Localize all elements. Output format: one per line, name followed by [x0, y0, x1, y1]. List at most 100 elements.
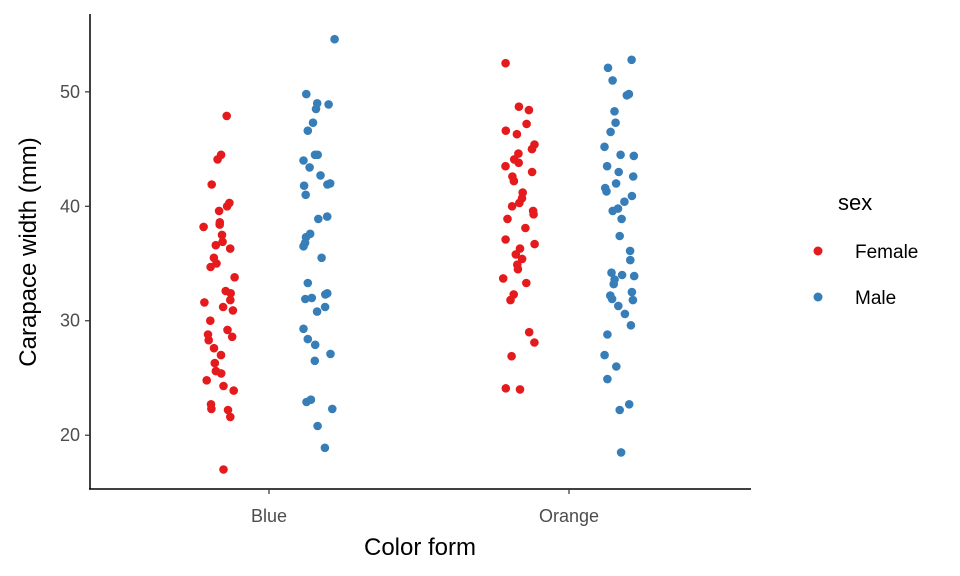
- data-point-male: [317, 253, 326, 263]
- data-point-male: [603, 374, 612, 384]
- data-point-male: [629, 271, 639, 281]
- data-point-male: [629, 151, 639, 161]
- data-point-male: [602, 187, 611, 196]
- data-point-female: [509, 176, 519, 186]
- data-point-female: [207, 404, 216, 414]
- data-point-female: [227, 332, 237, 342]
- data-point-male: [323, 180, 332, 189]
- data-point-male: [617, 214, 626, 224]
- data-point-male: [602, 161, 612, 171]
- data-point-male: [313, 421, 322, 431]
- data-point-male: [305, 163, 314, 172]
- data-point-male: [303, 126, 313, 135]
- data-point-female: [226, 295, 235, 305]
- data-point-male: [608, 206, 617, 216]
- data-point-male: [316, 171, 325, 180]
- y-tick-label: 30: [60, 311, 80, 331]
- x-axis-title: Color form: [364, 534, 476, 561]
- data-point-male: [615, 231, 624, 241]
- data-point-male: [603, 330, 612, 339]
- data-point-male: [313, 150, 323, 160]
- data-point-male: [301, 190, 311, 200]
- legend-female-key: [813, 246, 823, 256]
- data-point-female: [524, 105, 534, 115]
- data-point-male: [603, 63, 613, 73]
- data-point-male: [320, 443, 330, 453]
- data-point-male: [299, 156, 308, 165]
- data-point-male: [620, 309, 630, 319]
- data-point-male: [320, 302, 330, 312]
- data-point-female: [501, 384, 511, 393]
- data-point-female: [228, 306, 238, 315]
- data-point-male: [600, 142, 609, 152]
- data-point-female: [223, 405, 233, 415]
- data-point-female: [216, 350, 226, 360]
- legend-title: sex: [838, 190, 872, 215]
- data-point-female: [501, 235, 510, 244]
- legend-male-key: [813, 292, 823, 302]
- data-point-female: [515, 385, 525, 394]
- data-point-female: [513, 264, 523, 274]
- y-tick-label: 50: [60, 82, 80, 102]
- data-point-male: [624, 400, 634, 409]
- data-point-female: [225, 244, 235, 253]
- data-point-male: [609, 279, 618, 289]
- x-tick-label: Orange: [539, 506, 599, 526]
- data-point-male: [612, 362, 621, 371]
- data-point-male: [314, 214, 323, 224]
- data-point-female: [219, 381, 228, 391]
- data-point-male: [617, 270, 627, 280]
- data-point-female: [501, 58, 510, 68]
- data-point-male: [611, 118, 620, 127]
- data-point-female: [230, 273, 239, 282]
- legend-female-label: Female: [855, 242, 918, 263]
- data-point-female: [498, 274, 508, 283]
- data-point-male: [303, 334, 313, 344]
- data-point-male: [310, 356, 320, 366]
- data-point-female: [223, 325, 232, 335]
- data-point-male: [616, 448, 626, 457]
- x-tick-label: Blue: [251, 506, 287, 526]
- data-point-female: [503, 214, 512, 224]
- data-point-male: [321, 290, 330, 299]
- ticks: 20 30 40 50 Blue Orange: [60, 82, 599, 526]
- data-point-female: [522, 278, 531, 288]
- data-point-female: [204, 335, 213, 345]
- data-point-male: [303, 278, 313, 288]
- data-point-female: [206, 316, 215, 326]
- data-point-female: [202, 376, 211, 385]
- data-point-male: [616, 150, 625, 160]
- data-point-female: [219, 465, 228, 474]
- data-point-male: [311, 104, 321, 114]
- data-point-female: [517, 254, 527, 264]
- data-point-male: [310, 340, 320, 350]
- data-point-male: [625, 246, 635, 256]
- data-point-male: [607, 268, 616, 278]
- y-tick-label: 40: [60, 196, 80, 216]
- data-point-female: [226, 412, 235, 422]
- data-point-male: [610, 107, 619, 116]
- data-point-male: [322, 212, 332, 221]
- data-point-female: [207, 180, 216, 189]
- data-point-male: [620, 197, 629, 206]
- y-tick-label: 20: [60, 425, 80, 445]
- data-point-female: [507, 202, 517, 211]
- data-point-female: [215, 220, 224, 229]
- data-point-male: [622, 91, 632, 100]
- legend-male-label: Male: [855, 288, 896, 309]
- data-point-male: [326, 349, 335, 359]
- data-point-male: [626, 255, 635, 265]
- data-point-female: [514, 102, 524, 111]
- data-point-male: [308, 118, 318, 127]
- data-point-female: [527, 144, 537, 154]
- data-point-female: [527, 167, 537, 177]
- data-point-female: [524, 327, 534, 337]
- data-point-female: [209, 343, 219, 353]
- data-point-male: [627, 191, 637, 201]
- data-point-female: [216, 369, 226, 378]
- data-point-male: [312, 307, 322, 316]
- data-point-female: [214, 206, 224, 216]
- data-point-male: [614, 301, 623, 311]
- data-point-male: [614, 167, 623, 177]
- data-point-female: [217, 230, 227, 240]
